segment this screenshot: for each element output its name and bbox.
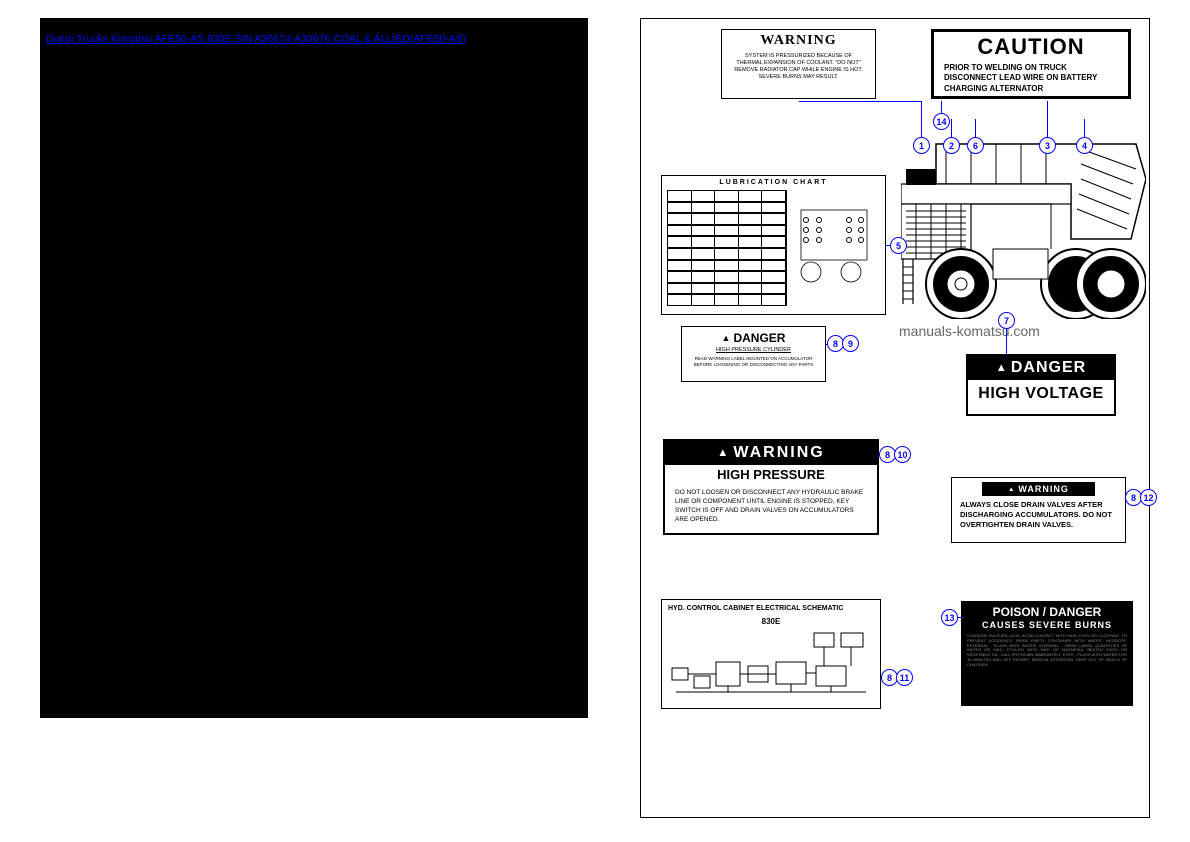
watermark-text: manuals-komatsu.com — [899, 323, 1040, 339]
callout-5: 5 — [890, 237, 907, 254]
danger-hv-title: DANGER — [968, 356, 1114, 380]
label-caution-welding: CAUTION PRIOR TO WELDING ON TRUCK DISCON… — [931, 29, 1131, 99]
leader — [975, 119, 976, 137]
callout-14: 14 — [933, 113, 950, 130]
label-poison-danger: POISON / DANGER CAUSES SEVERE BURNS CONT… — [961, 601, 1133, 706]
label-warning-high-pressure: WARNING HIGH PRESSURE DO NOT LOOSEN OR D… — [663, 439, 879, 535]
leader — [1084, 119, 1085, 137]
danger-hv-subtitle: HIGH VOLTAGE — [968, 380, 1114, 408]
callout-2: 2 — [943, 137, 960, 154]
callout-10: 10 — [894, 446, 911, 463]
label-lubrication-chart: LUBRICATION CHART — [661, 175, 886, 315]
warning-body: SYSTEM IS PRESSURIZED BECAUSE OF THERMAL… — [722, 49, 875, 86]
lube-title: LUBRICATION CHART — [662, 176, 885, 186]
callout-6: 6 — [967, 137, 984, 154]
document-title-link[interactable]: Dump Trucks Komatsu AFE50-AS 830E S/N A3… — [46, 33, 466, 45]
label-warning-drain: WARNING ALWAYS CLOSE DRAIN VALVES AFTER … — [951, 477, 1126, 543]
callout-11: 11 — [896, 669, 913, 686]
diagram-panel: WARNING SYSTEM IS PRESSURIZED BECAUSE OF… — [640, 18, 1150, 818]
dump-truck-illustration — [901, 129, 1146, 319]
label-danger-high-voltage: DANGER HIGH VOLTAGE — [966, 354, 1116, 416]
warning-drain-body: ALWAYS CLOSE DRAIN VALVES AFTER DISCHARG… — [952, 496, 1125, 533]
label-schematic: HYD. CONTROL CABINET ELECTRICAL SCHEMATI… — [661, 599, 881, 709]
lube-grid — [667, 190, 787, 306]
schematic-diagram-icon — [666, 628, 876, 704]
warning-hp-title: WARNING — [665, 441, 877, 465]
poison-body: CONTAINS SULFURIC ACID. AVOID CONTACT WI… — [961, 633, 1133, 669]
warning-title: WARNING — [722, 30, 875, 49]
leader — [1006, 329, 1007, 354]
schematic-title: HYD. CONTROL CABINET ELECTRICAL SCHEMATI… — [662, 600, 880, 617]
lube-truck-icon — [791, 200, 877, 296]
caution-body: PRIOR TO WELDING ON TRUCK DISCONNECT LEA… — [934, 60, 1128, 97]
warning-drain-title: WARNING — [982, 482, 1095, 496]
callout-1: 1 — [913, 137, 930, 154]
callout-7: 7 — [998, 312, 1015, 329]
leader — [799, 101, 922, 102]
callout-13: 13 — [941, 609, 958, 626]
left-panel: Dump Trucks Komatsu AFE50-AS 830E S/N A3… — [40, 18, 588, 718]
poison-title: POISON / DANGER — [961, 601, 1133, 620]
callout-pair-8-12: 8 12 — [1127, 489, 1157, 506]
warning-hp-body: DO NOT LOOSEN OR DISCONNECT ANY HYDRAULI… — [665, 484, 877, 528]
caution-title: CAUTION — [934, 32, 1128, 60]
danger-title: DANGER — [682, 327, 825, 345]
danger-subtitle: HIGH PRESSURE CYLINDER — [682, 345, 825, 353]
warning-hp-subtitle: HIGH PRESSURE — [665, 465, 877, 484]
schematic-model: 830E — [662, 617, 880, 626]
callout-4: 4 — [1076, 137, 1093, 154]
leader — [941, 101, 942, 113]
callout-pair-8-11: 8 11 — [883, 669, 913, 686]
callout-12: 12 — [1140, 489, 1157, 506]
callout-3: 3 — [1039, 137, 1056, 154]
label-danger-cylinder: DANGER HIGH PRESSURE CYLINDER READ WARNI… — [681, 326, 826, 382]
callout-9: 9 — [842, 335, 859, 352]
danger-body: READ WARNING LABEL MOUNTED ON ACCUMULATO… — [682, 353, 825, 371]
callout-pair-8-9: 8 9 — [829, 335, 859, 352]
poison-subtitle: CAUSES SEVERE BURNS — [961, 620, 1133, 633]
label-warning-pressurized: WARNING SYSTEM IS PRESSURIZED BECAUSE OF… — [721, 29, 876, 99]
callout-pair-8-10: 8 10 — [881, 446, 911, 463]
leader — [951, 119, 952, 137]
leader — [921, 101, 922, 137]
leader — [1047, 101, 1048, 137]
